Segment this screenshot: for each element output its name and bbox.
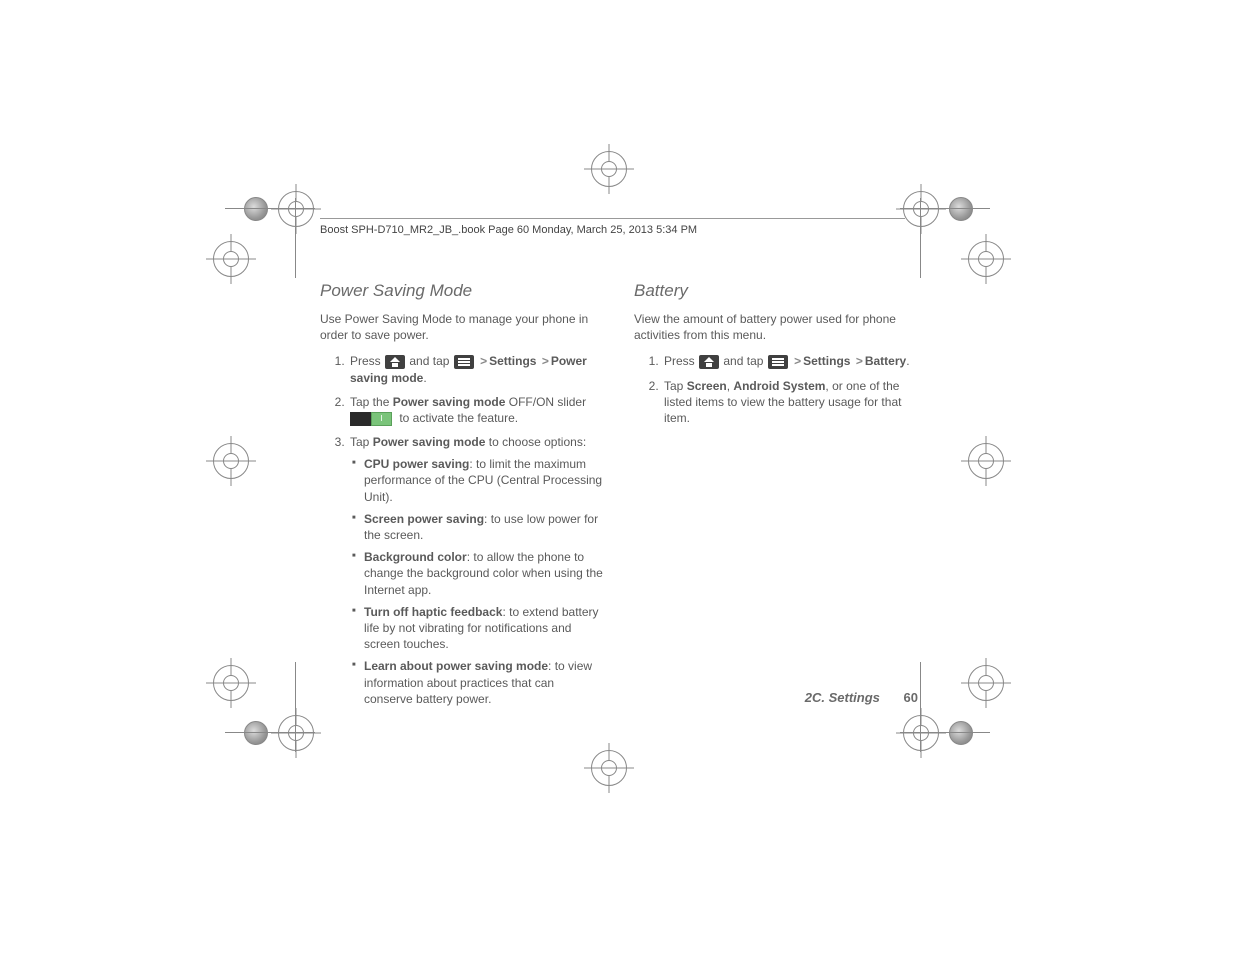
crop-cross-icon bbox=[591, 151, 627, 187]
breadcrumb-settings: Settings bbox=[803, 354, 850, 368]
running-head: Boost SPH-D710_MR2_JB_.book Page 60 Mond… bbox=[320, 224, 697, 236]
toggle-icon bbox=[350, 412, 392, 426]
text: Tap the bbox=[350, 395, 389, 409]
opt-label: Background color bbox=[364, 550, 467, 564]
menu-icon bbox=[768, 355, 788, 369]
crop-line bbox=[225, 732, 315, 733]
heading-battery: Battery bbox=[634, 280, 918, 303]
opt-label: Turn off haptic feedback bbox=[364, 605, 502, 619]
list-item: Screen power saving: to use low power fo… bbox=[356, 511, 604, 543]
steps-left: Press and tap >Settings >Power saving mo… bbox=[320, 353, 604, 707]
steps-right: Press and tap >Settings >Battery. Tap Sc… bbox=[634, 353, 918, 426]
crop-line bbox=[225, 208, 315, 209]
text: Press bbox=[350, 354, 381, 368]
text: . bbox=[423, 371, 426, 385]
right-column: Battery View the amount of battery power… bbox=[634, 280, 918, 715]
breadcrumb-settings: Settings bbox=[489, 354, 536, 368]
chevron-icon: > bbox=[542, 354, 549, 368]
text: Press bbox=[664, 354, 695, 368]
breadcrumb-target: Battery bbox=[865, 354, 906, 368]
step-1-right: Press and tap >Settings >Battery. bbox=[662, 353, 918, 369]
crop-cross-icon bbox=[213, 443, 249, 479]
opt-label: Screen power saving bbox=[364, 512, 484, 526]
crop-dot-icon bbox=[244, 197, 268, 221]
home-icon bbox=[385, 355, 405, 369]
opt-label: CPU power saving bbox=[364, 457, 469, 471]
list-item: Turn off haptic feedback: to extend batt… bbox=[356, 604, 604, 653]
crop-cross-icon bbox=[213, 665, 249, 701]
text: to choose options: bbox=[489, 435, 586, 449]
page-number: 60 bbox=[904, 690, 918, 705]
text: Tap bbox=[350, 435, 369, 449]
crop-dot-icon bbox=[244, 721, 268, 745]
list-item: Background color: to allow the phone to … bbox=[356, 549, 604, 598]
crop-line bbox=[900, 208, 990, 209]
opt-label: Learn about power saving mode bbox=[364, 659, 548, 673]
crop-dot-icon bbox=[949, 197, 973, 221]
crop-cross-icon bbox=[213, 241, 249, 277]
chevron-icon: > bbox=[480, 354, 487, 368]
chevron-icon: > bbox=[856, 354, 863, 368]
bold-label: Screen bbox=[687, 379, 727, 393]
text: Tap bbox=[664, 379, 683, 393]
content-area: Power Saving Mode Use Power Saving Mode … bbox=[320, 280, 918, 715]
home-icon bbox=[699, 355, 719, 369]
intro-right: View the amount of battery power used fo… bbox=[634, 311, 918, 343]
header-rule bbox=[320, 218, 905, 219]
menu-icon bbox=[454, 355, 474, 369]
options-list: CPU power saving: to limit the maximum p… bbox=[350, 456, 604, 707]
page-footer: 2C. Settings 60 bbox=[320, 690, 918, 705]
text: to activate the feature. bbox=[399, 411, 518, 425]
crop-line bbox=[920, 198, 921, 278]
crop-line bbox=[295, 662, 296, 752]
step-2-left: Tap the Power saving mode OFF/ON slider … bbox=[348, 394, 604, 426]
bold-label: Power saving mode bbox=[393, 395, 506, 409]
crop-cross-icon bbox=[278, 191, 314, 227]
crop-dot-icon bbox=[949, 721, 973, 745]
step-3-left: Tap Power saving mode to choose options:… bbox=[348, 434, 604, 707]
text: OFF/ON slider bbox=[509, 395, 586, 409]
crop-cross-icon bbox=[968, 665, 1004, 701]
step-2-right: Tap Screen, Android System, or one of th… bbox=[662, 378, 918, 427]
chevron-icon: > bbox=[794, 354, 801, 368]
crop-cross-icon bbox=[591, 750, 627, 786]
bold-label: Android System bbox=[733, 379, 825, 393]
step-1-left: Press and tap >Settings >Power saving mo… bbox=[348, 353, 604, 385]
crop-cross-icon bbox=[968, 241, 1004, 277]
section-label: 2C. Settings bbox=[805, 690, 880, 705]
crop-cross-icon bbox=[903, 715, 939, 751]
heading-power-saving: Power Saving Mode bbox=[320, 280, 604, 303]
crop-line bbox=[920, 662, 921, 752]
crop-line bbox=[295, 198, 296, 278]
intro-left: Use Power Saving Mode to manage your pho… bbox=[320, 311, 604, 343]
crop-cross-icon bbox=[903, 191, 939, 227]
crop-cross-icon bbox=[968, 443, 1004, 479]
left-column: Power Saving Mode Use Power Saving Mode … bbox=[320, 280, 604, 715]
crop-line bbox=[900, 732, 990, 733]
bold-label: Power saving mode bbox=[373, 435, 486, 449]
list-item: CPU power saving: to limit the maximum p… bbox=[356, 456, 604, 505]
text: and tap bbox=[409, 354, 449, 368]
text: and tap bbox=[723, 354, 763, 368]
crop-cross-icon bbox=[278, 715, 314, 751]
text: . bbox=[906, 354, 909, 368]
